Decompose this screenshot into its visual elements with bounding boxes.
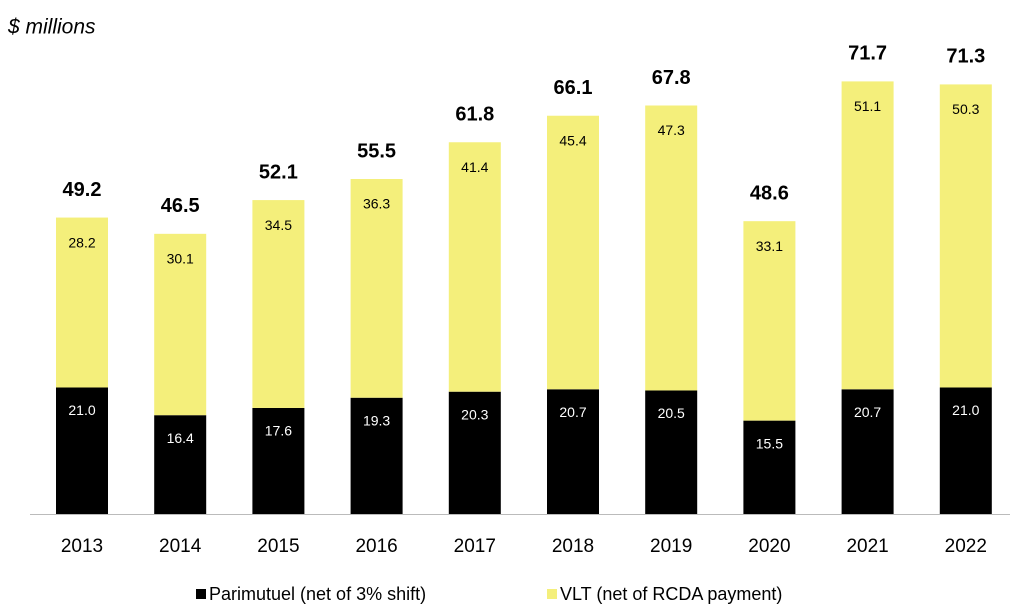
x-tick-label: 2015	[257, 536, 299, 557]
x-tick-label: 2018	[552, 536, 594, 557]
x-tick-label: 2019	[650, 536, 692, 557]
total-label: 48.6	[750, 182, 789, 204]
bar-segment	[56, 387, 108, 514]
value-label: 20.7	[854, 404, 881, 420]
value-label: 36.3	[363, 196, 390, 212]
value-label: 20.5	[658, 405, 685, 421]
x-tick-label: 2013	[61, 536, 103, 557]
x-tick-label: 2016	[355, 536, 397, 557]
x-tick-label: 2020	[748, 536, 790, 557]
x-tick-label: 2017	[454, 536, 496, 557]
total-label: 71.7	[848, 43, 887, 65]
value-label: 21.0	[952, 402, 979, 418]
bar-segment	[645, 390, 698, 514]
bar-segment	[939, 387, 992, 514]
chart-subtitle: $ millions	[7, 16, 96, 39]
value-label: 47.3	[658, 122, 685, 138]
value-label: 21.0	[68, 402, 95, 418]
legend-swatch	[196, 589, 206, 599]
bar-segment	[743, 221, 796, 421]
bar-segment	[841, 81, 894, 390]
bar-segment	[743, 420, 796, 514]
value-label: 16.4	[167, 430, 194, 446]
bar-segment	[350, 397, 403, 514]
total-label: 52.1	[259, 161, 298, 183]
value-label: 28.2	[68, 234, 95, 250]
total-label: 66.1	[554, 77, 593, 99]
x-tick-label: 2014	[159, 536, 202, 557]
bar-segment	[154, 233, 207, 416]
total-label: 55.5	[357, 140, 396, 162]
value-label: 33.1	[756, 238, 783, 254]
legend-swatch	[547, 589, 557, 599]
bar-segment	[56, 217, 108, 388]
total-label: 49.2	[63, 179, 102, 201]
legend-label: Parimutuel (net of 3% shift)	[209, 584, 426, 604]
value-label: 34.5	[265, 217, 292, 233]
bar-segment	[252, 200, 305, 408]
total-label: 67.8	[652, 67, 691, 89]
value-label: 19.3	[363, 412, 390, 428]
bar-segment	[939, 84, 992, 388]
bar-segment	[841, 389, 894, 514]
value-label: 50.3	[952, 101, 979, 117]
total-label: 46.5	[161, 195, 200, 217]
bar-segment	[448, 391, 501, 514]
total-label: 61.8	[455, 104, 494, 126]
x-tick-label: 2022	[945, 536, 987, 557]
value-label: 45.4	[559, 132, 586, 148]
bar-segment	[350, 179, 403, 398]
bar-segment	[645, 105, 698, 391]
value-label: 30.1	[167, 251, 194, 267]
value-label: 41.4	[461, 159, 488, 175]
value-label: 20.7	[559, 404, 586, 420]
value-label: 17.6	[265, 423, 292, 439]
bar-segment	[547, 389, 599, 514]
bar-segment	[154, 415, 207, 514]
bar-segment	[448, 142, 501, 392]
total-label: 71.3	[946, 46, 985, 68]
value-label: 51.1	[854, 98, 881, 114]
bar-segment	[547, 115, 599, 390]
value-label: 15.5	[756, 435, 783, 451]
x-tick-label: 2021	[846, 536, 888, 557]
legend-label: VLT (net of RCDA payment)	[560, 584, 782, 604]
bar-segment	[252, 407, 305, 514]
value-label: 20.3	[461, 406, 488, 422]
